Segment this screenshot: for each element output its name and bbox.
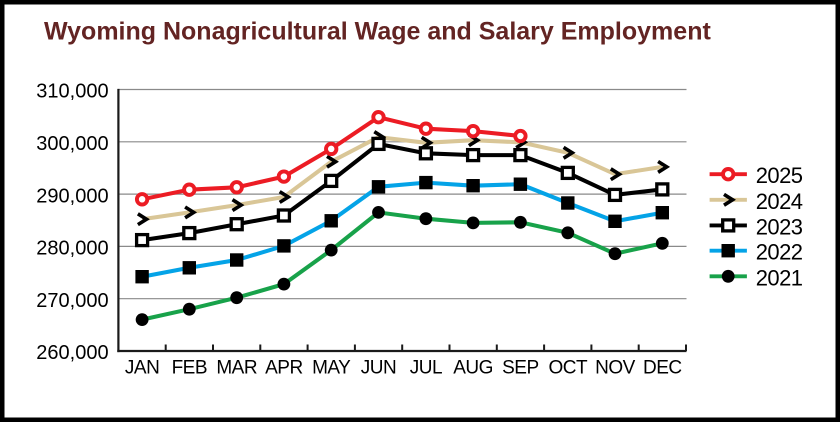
svg-text:2021: 2021 — [756, 265, 803, 290]
svg-text:2025: 2025 — [756, 163, 803, 188]
svg-text:JUN: JUN — [361, 358, 396, 379]
svg-text:OCT: OCT — [548, 358, 588, 379]
svg-text:Wyoming Nonagricultural Wage a: Wyoming Nonagricultural Wage and Salary … — [44, 18, 711, 46]
svg-text:2024: 2024 — [756, 189, 803, 214]
svg-text:280,000: 280,000 — [36, 238, 108, 260]
svg-text:300,000: 300,000 — [36, 133, 108, 155]
svg-text:FEB: FEB — [172, 358, 207, 379]
svg-text:APR: APR — [265, 358, 303, 379]
svg-text:MAR: MAR — [216, 358, 257, 379]
svg-text:NOV: NOV — [595, 358, 636, 379]
svg-text:2022: 2022 — [756, 240, 803, 265]
svg-text:310,000: 310,000 — [36, 81, 108, 103]
svg-text:260,000: 260,000 — [36, 342, 108, 364]
svg-text:270,000: 270,000 — [36, 290, 108, 312]
svg-text:AUG: AUG — [453, 358, 493, 379]
svg-text:JAN: JAN — [125, 358, 159, 379]
svg-text:SEP: SEP — [502, 358, 539, 379]
svg-text:MAY: MAY — [312, 358, 351, 379]
svg-text:2023: 2023 — [756, 214, 803, 239]
svg-text:JUL: JUL — [410, 358, 442, 379]
svg-text:DEC: DEC — [643, 358, 682, 379]
svg-text:290,000: 290,000 — [36, 185, 108, 207]
